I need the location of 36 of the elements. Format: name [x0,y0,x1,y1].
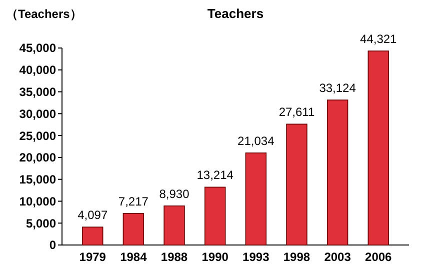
y-tick-label: 5,000 [26,216,56,230]
bar [245,152,267,246]
data-label: 44,321 [360,32,398,46]
chart-title: Teachers [207,6,264,21]
y-tick-label: 35,000 [19,84,56,99]
data-label: 13,214 [196,168,234,182]
x-tick-label: 1979 [79,250,106,264]
bar [164,206,185,246]
x-tick-label: 1998 [283,250,310,264]
x-tick-label: 1984 [120,250,148,264]
bar [204,186,226,246]
data-label: 27,611 [278,105,315,120]
data-label: 8,930 [159,186,190,201]
x-tick-label: 2006 [365,250,392,264]
x-tick-label: 2003 [324,250,352,264]
data-label: 7,217 [118,194,149,208]
y-tick-label: 45,000 [19,41,56,56]
bar [82,226,104,246]
y-tick-label: 0 [49,238,56,252]
data-label: 21,034 [238,134,275,148]
bar [122,213,144,246]
y-tick-label: 20,000 [19,150,56,165]
bar [286,124,308,246]
data-label: 33,124 [319,80,356,95]
x-tick-label: 1988 [160,250,188,264]
y-tick-label: 30,000 [19,106,56,121]
y-tick-label: 25,000 [19,128,56,143]
data-label: 4,097 [78,208,108,222]
bar [368,50,389,246]
y-tick-label: 40,000 [19,63,56,78]
bar [326,100,348,246]
y-tick-label: 10,000 [19,194,56,208]
y-tick-label: 15,000 [19,172,56,187]
y-axis-title: （Teachers） [6,7,82,21]
x-tick-label: 1993 [242,250,270,264]
x-tick-label: 1990 [202,250,229,264]
